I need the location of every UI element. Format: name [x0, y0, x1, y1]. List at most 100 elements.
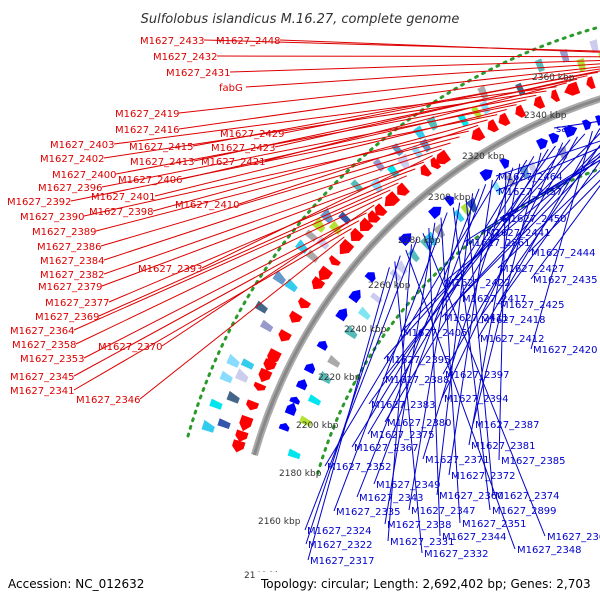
- forward-gene-label: M1627_2370: [98, 342, 163, 353]
- reverse-leader-line: [422, 167, 514, 460]
- forward-gene-1: [235, 429, 249, 442]
- forward-gene-label: M1627_2419: [115, 109, 180, 120]
- forward-leader-line: [113, 86, 557, 145]
- reverse-gene-17: [581, 119, 592, 131]
- reverse-leader-line: [465, 197, 494, 496]
- reverse-gene-label: M1627_2420: [533, 345, 598, 356]
- forward-gene-10: [298, 297, 311, 309]
- reverse-leader-line: [472, 152, 542, 425]
- forward-gene-label: M1627_2386: [37, 242, 102, 253]
- feature-block-1-5: [272, 270, 286, 285]
- forward-gene-0: [232, 439, 246, 453]
- reverse-gene-label: M1627_2347: [411, 506, 476, 517]
- forward-gene-25: [487, 119, 499, 133]
- reverse-gene-label: M1627_2435: [533, 275, 598, 286]
- feature-block-1-16: [534, 58, 545, 73]
- kbp-tick-label: 2160 kbp: [258, 517, 301, 527]
- reverse-gene-label: M1627_2380: [387, 418, 452, 429]
- forward-gene-label: M1627_2346: [76, 395, 141, 406]
- forward-gene-7: [267, 348, 282, 365]
- reverse-gene-12: [479, 169, 493, 182]
- feature-block-1-2: [219, 370, 233, 384]
- feature-block-2-2: [307, 394, 321, 406]
- feature-block-0-2: [235, 368, 249, 383]
- forward-leader-line: [73, 189, 391, 331]
- reverse-gene-label: M1627_2383: [371, 400, 436, 411]
- feature-block-2-4: [327, 354, 341, 368]
- reverse-leader-line: [530, 130, 593, 350]
- reverse-gene-label: M1627_2349: [376, 480, 441, 491]
- forward-gene-label: fabG: [219, 83, 243, 94]
- reverse-gene-label: M1627_2367: [354, 443, 419, 454]
- reverse-gene-13: [499, 158, 510, 169]
- reverse-leader-line: [367, 156, 535, 435]
- forward-gene-label: M1627_2448: [216, 36, 281, 47]
- reverse-gene-label: M1627_2418: [481, 315, 546, 326]
- forward-gene-9: [289, 310, 303, 323]
- reverse-leader-line: [422, 233, 546, 537]
- kbp-tick-label: 2320 kbp: [462, 152, 505, 162]
- reverse-gene-label: M1627_2335: [336, 507, 401, 518]
- reverse-leader-line: [477, 128, 600, 339]
- forward-gene-label: M1627_2402: [40, 154, 105, 165]
- feature-block-0-10: [370, 177, 383, 193]
- feature-block-0-4: [259, 319, 274, 333]
- reverse-leader-line: [307, 267, 390, 561]
- forward-leader-line: [73, 228, 352, 391]
- forward-leader-line: [101, 104, 517, 188]
- forward-gene-31: [586, 76, 596, 90]
- forward-gene-20: [397, 182, 410, 196]
- reverse-leader-line: [478, 144, 600, 320]
- forward-leader-line: [95, 136, 460, 232]
- forward-gene-26: [498, 112, 511, 126]
- reverse-gene-0: [278, 423, 290, 432]
- feature-block-1-7: [304, 229, 318, 242]
- reverse-gene-label: M1627_2422: [446, 278, 511, 289]
- forward-leader-line: [100, 142, 451, 247]
- reverse-gene-label: M1627_2899: [492, 506, 557, 517]
- kbp-tick-label: 2280 kbp: [398, 236, 441, 246]
- forward-gene-label: M1627_2413: [130, 157, 195, 168]
- reverse-gene-label: M1627_2343: [359, 493, 424, 504]
- reverse-leader-line: [440, 217, 461, 524]
- forward-gene-4: [253, 381, 267, 391]
- reverse-gene-label: M1627_2361: [547, 532, 600, 543]
- kbp-tick-label: 2240 kbp: [344, 325, 387, 335]
- reverse-leader-line: [405, 249, 516, 550]
- reverse-gene-16: [563, 125, 578, 138]
- feature-block-0-11: [387, 164, 400, 179]
- reverse-gene-label: M1627_2351: [462, 519, 527, 530]
- forward-leader-line: [178, 66, 600, 114]
- feature-block-0-1: [226, 390, 240, 404]
- forward-leader-line: [83, 130, 469, 217]
- forward-gene-label: M1627_2382: [40, 270, 105, 281]
- feature-block-1-9: [320, 207, 334, 224]
- forward-gene-15: [350, 227, 364, 241]
- forward-leader-line: [178, 68, 600, 130]
- reverse-leader-line: [351, 159, 528, 448]
- forward-gene-label: M1627_2341: [10, 386, 75, 397]
- forward-leader-line: [181, 99, 527, 180]
- feature-block-2-14: [453, 209, 465, 223]
- kbp-tick-label: 2220 kbp: [318, 373, 361, 383]
- forward-leader-line: [103, 148, 442, 261]
- forward-gene-label: M1627_2345: [10, 372, 75, 383]
- reverse-gene-label: M1627_2441: [486, 228, 551, 239]
- reverse-gene-label: M1627_2352: [327, 462, 392, 473]
- reverse-gene-4: [303, 363, 316, 375]
- reverse-gene-label: M1627_2397: [445, 370, 510, 381]
- kbp-tick-label: 2340 kbp: [524, 111, 567, 121]
- topology-text: Topology: circular; Length: 2,692,402 bp…: [260, 577, 591, 591]
- reverse-gene-label: M1627_2450: [502, 214, 567, 225]
- forward-gene-12: [318, 265, 333, 281]
- reverse-leader-line: [305, 255, 401, 545]
- forward-gene-13: [329, 255, 341, 266]
- forward-gene-5: [258, 367, 273, 383]
- forward-gene-label: M1627_2416: [115, 125, 180, 136]
- forward-leader-line: [245, 63, 600, 88]
- forward-gene-label: M1627_2406: [118, 175, 183, 186]
- reverse-leader-line: [459, 155, 600, 299]
- forward-leader-line: [73, 220, 360, 377]
- forward-gene-label: M1627_2384: [40, 256, 105, 267]
